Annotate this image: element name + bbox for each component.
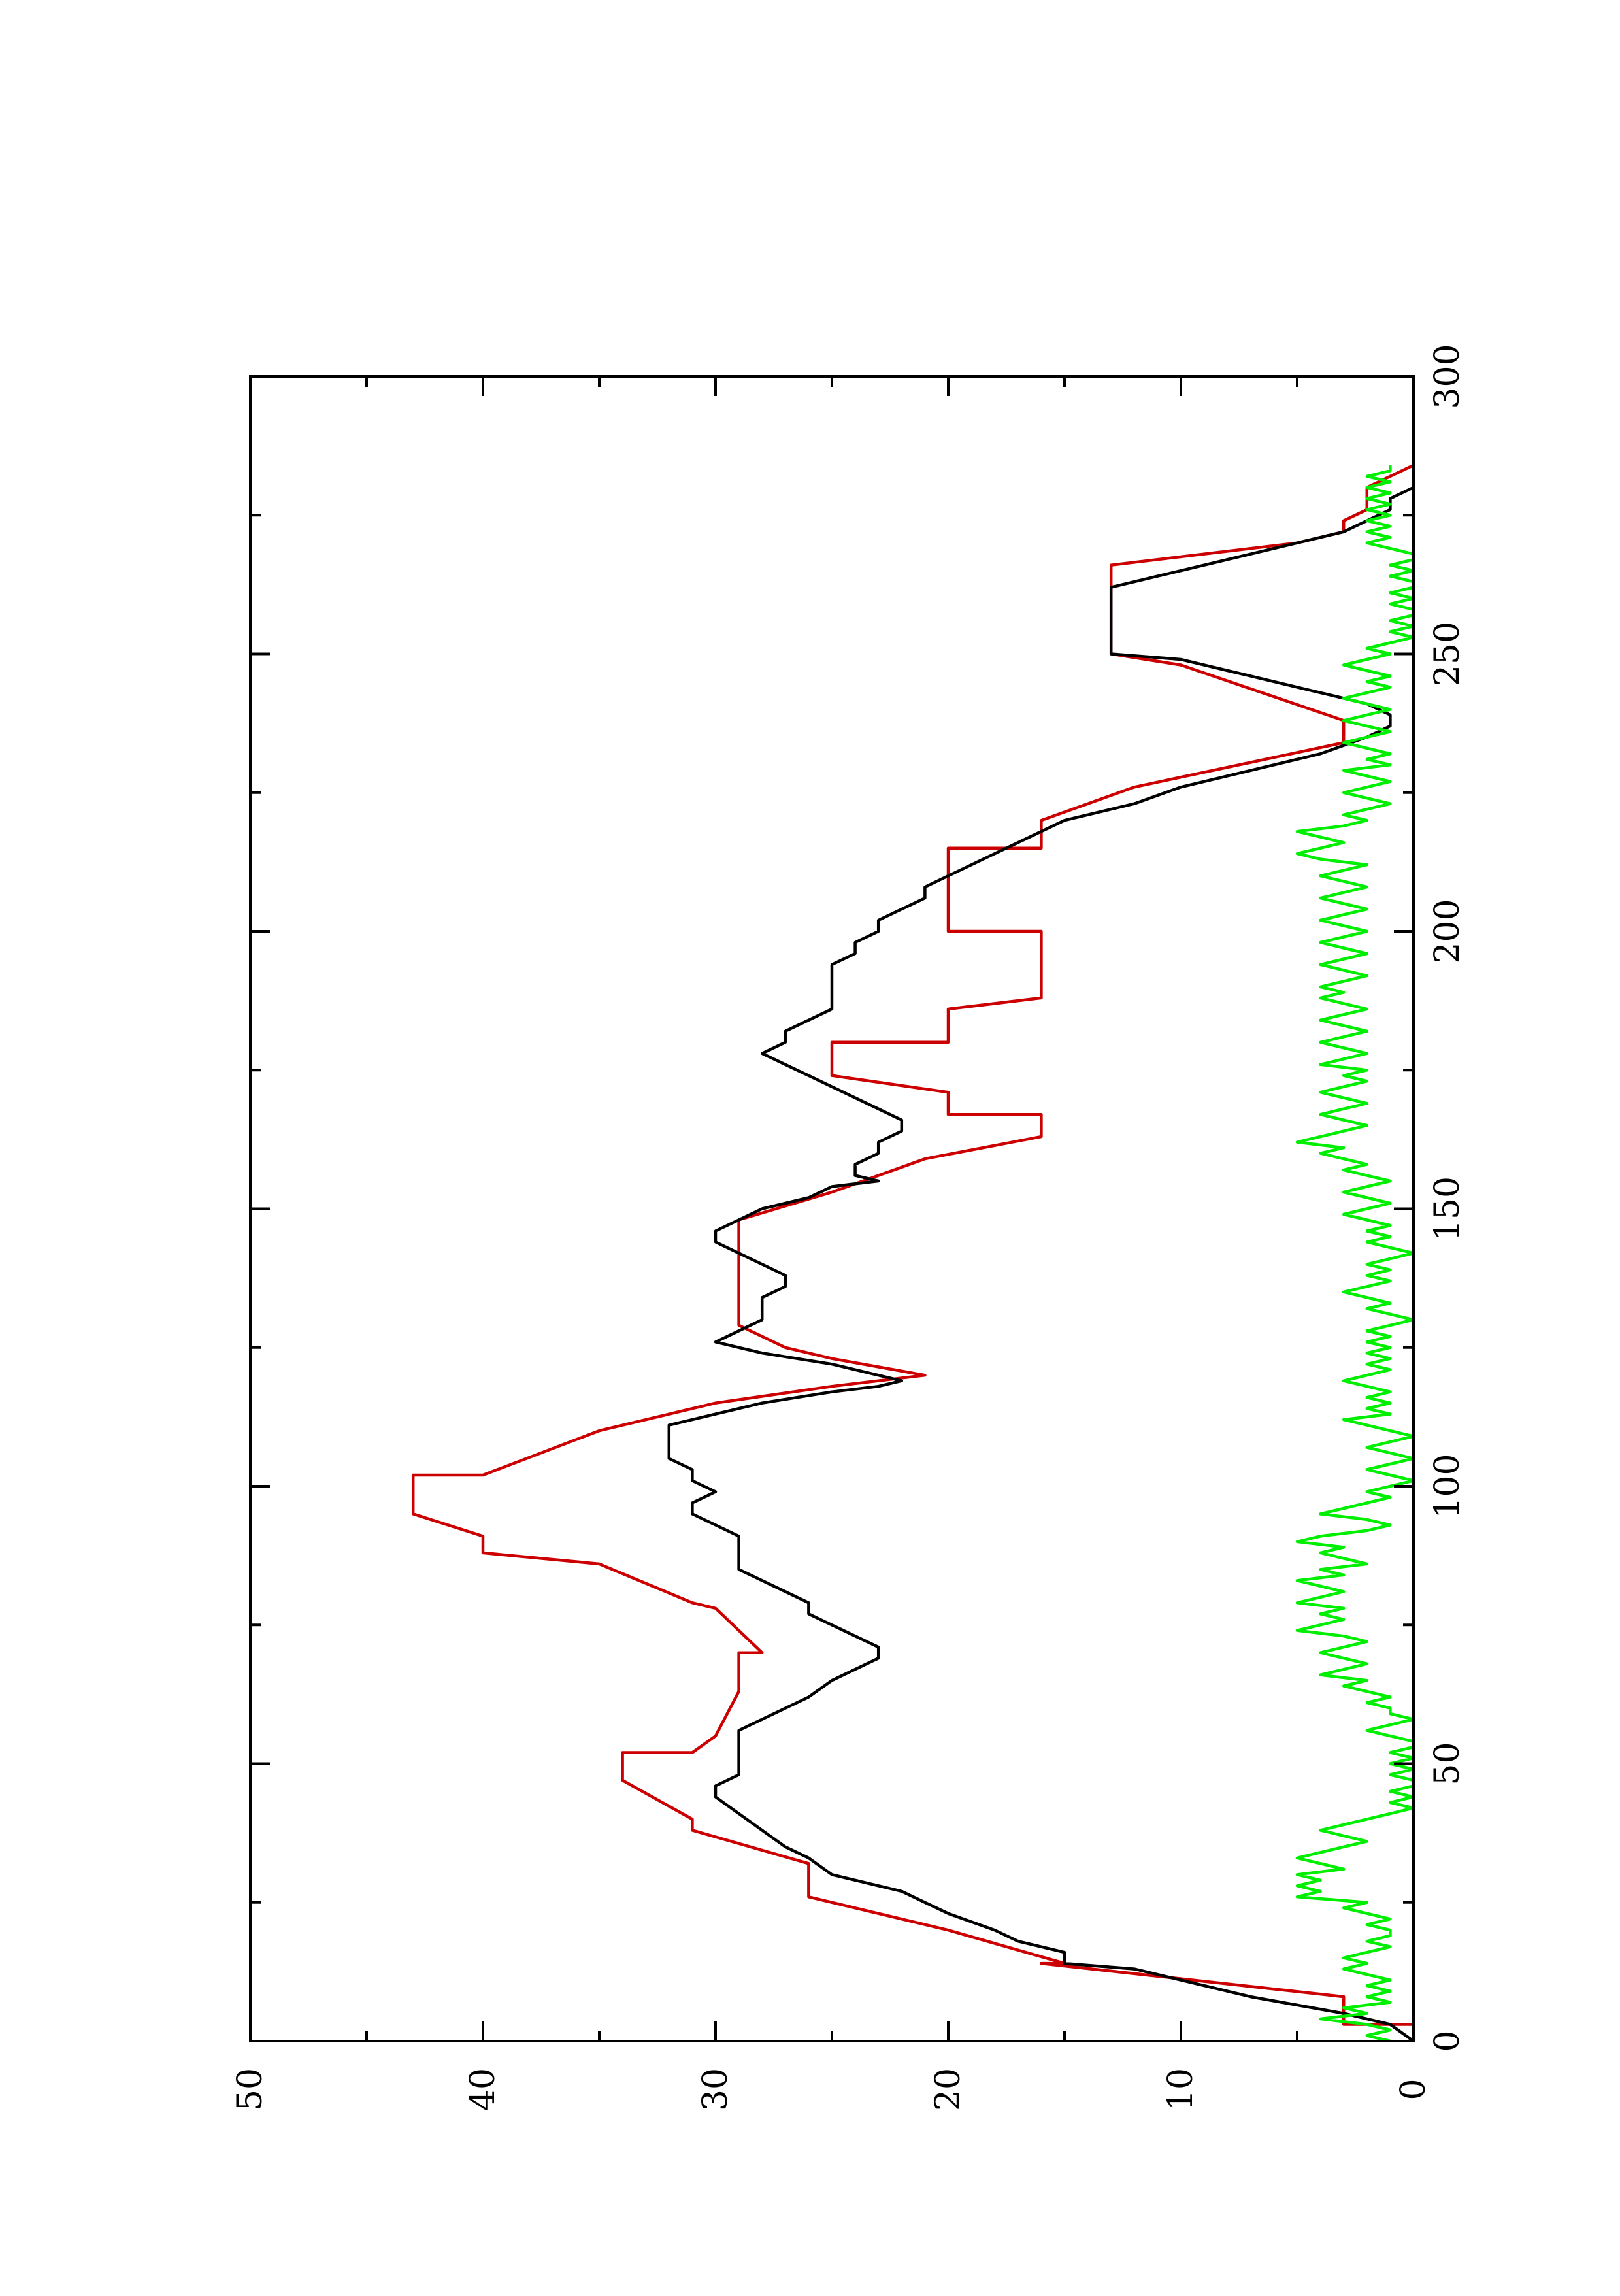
series-line-0 bbox=[411, 463, 1415, 2041]
labels-layer: 0 50 100 150 200 250 300 0 10 20 30 40 50 bbox=[231, 344, 1467, 2111]
series-line-2 bbox=[1295, 465, 1415, 2043]
x-tick-label-4: 200 bbox=[1428, 899, 1467, 963]
y-tick-label-3: 30 bbox=[696, 2068, 735, 2111]
y-tick-label-2: 20 bbox=[929, 2068, 968, 2111]
x-tick-label-6: 300 bbox=[1428, 344, 1467, 408]
y-tick-label-0: 0 bbox=[1394, 2078, 1433, 2100]
x-tick-label-2: 100 bbox=[1428, 1454, 1467, 1518]
y-tick-label-5: 50 bbox=[231, 2068, 270, 2111]
plot-frame bbox=[249, 375, 1415, 2042]
x-tick-label-0: 0 bbox=[1428, 2030, 1467, 2052]
x-tick-label-1: 50 bbox=[1428, 1742, 1467, 1785]
y-tick-label-1: 10 bbox=[1161, 2068, 1200, 2111]
y-tick-label-4: 40 bbox=[463, 2068, 503, 2111]
series-line-1 bbox=[667, 486, 1415, 2042]
x-tick-label-5: 250 bbox=[1428, 622, 1467, 686]
ticks-layer bbox=[249, 375, 1415, 2042]
series-layer bbox=[411, 463, 1415, 2043]
x-tick-label-3: 150 bbox=[1428, 1176, 1467, 1241]
